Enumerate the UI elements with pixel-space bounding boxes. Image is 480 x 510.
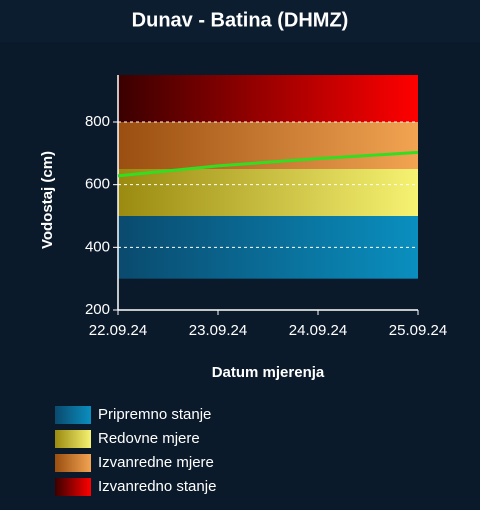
x-tick-label: 22.09.24 [89, 322, 147, 339]
legend-label: Redovne mjere [98, 430, 200, 447]
legend-swatch [55, 478, 91, 496]
title-bar [0, 0, 480, 42]
band [118, 169, 418, 216]
x-tick-label: 23.09.24 [189, 322, 247, 339]
y-tick-label: 400 [85, 238, 110, 255]
y-axis-label: Vodostaj (cm) [39, 151, 56, 249]
legend-swatch [55, 430, 91, 448]
legend-label: Izvanredne mjere [98, 454, 214, 471]
x-axis-label: Datum mjerenja [212, 364, 325, 381]
chart-title: Dunav - Batina (DHMZ) [132, 9, 349, 31]
legend-label: Izvanredno stanje [98, 478, 216, 495]
y-tick-label: 800 [85, 113, 110, 130]
y-tick-label: 200 [85, 301, 110, 318]
band [118, 75, 418, 122]
legend-swatch [55, 454, 91, 472]
y-tick-label: 600 [85, 176, 110, 193]
line [117, 150, 419, 178]
x-tick-label: 25.09.24 [389, 322, 447, 339]
x-tick-label: 24.09.24 [289, 322, 347, 339]
legend-label: Pripremno stanje [98, 406, 211, 423]
legend-swatch [55, 406, 91, 424]
